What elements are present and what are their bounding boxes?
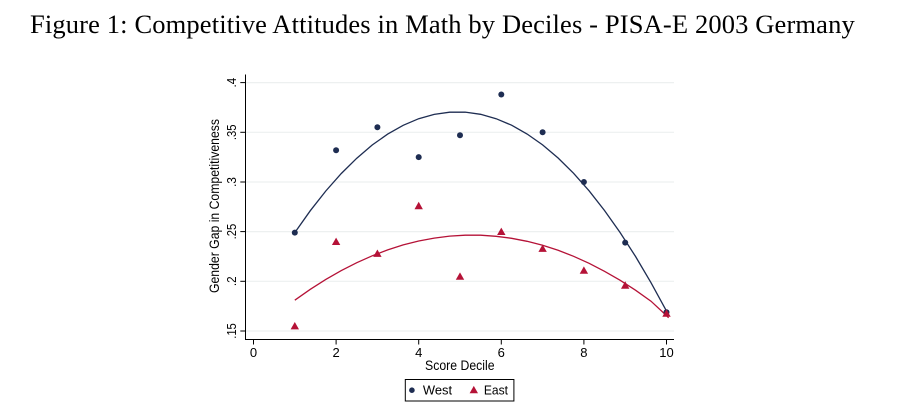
svg-text:Score Decile: Score Decile bbox=[425, 358, 495, 373]
svg-text:.2: .2 bbox=[224, 276, 239, 286]
svg-text:.4: .4 bbox=[224, 78, 239, 88]
svg-text:.3: .3 bbox=[224, 177, 239, 187]
svg-text:.35: .35 bbox=[224, 125, 239, 141]
svg-text:2: 2 bbox=[332, 345, 339, 360]
svg-text:4: 4 bbox=[415, 345, 422, 360]
svg-text:.15: .15 bbox=[224, 323, 239, 339]
svg-text:Gender Gap in Competitiveness: Gender Gap in Competitiveness bbox=[207, 119, 222, 293]
svg-text:6: 6 bbox=[498, 345, 505, 360]
svg-text:10: 10 bbox=[659, 345, 673, 360]
svg-text:West: West bbox=[423, 383, 453, 398]
svg-text:East: East bbox=[484, 383, 508, 398]
svg-text:0: 0 bbox=[250, 345, 257, 360]
svg-text:8: 8 bbox=[580, 345, 587, 360]
svg-text:.25: .25 bbox=[224, 224, 239, 240]
